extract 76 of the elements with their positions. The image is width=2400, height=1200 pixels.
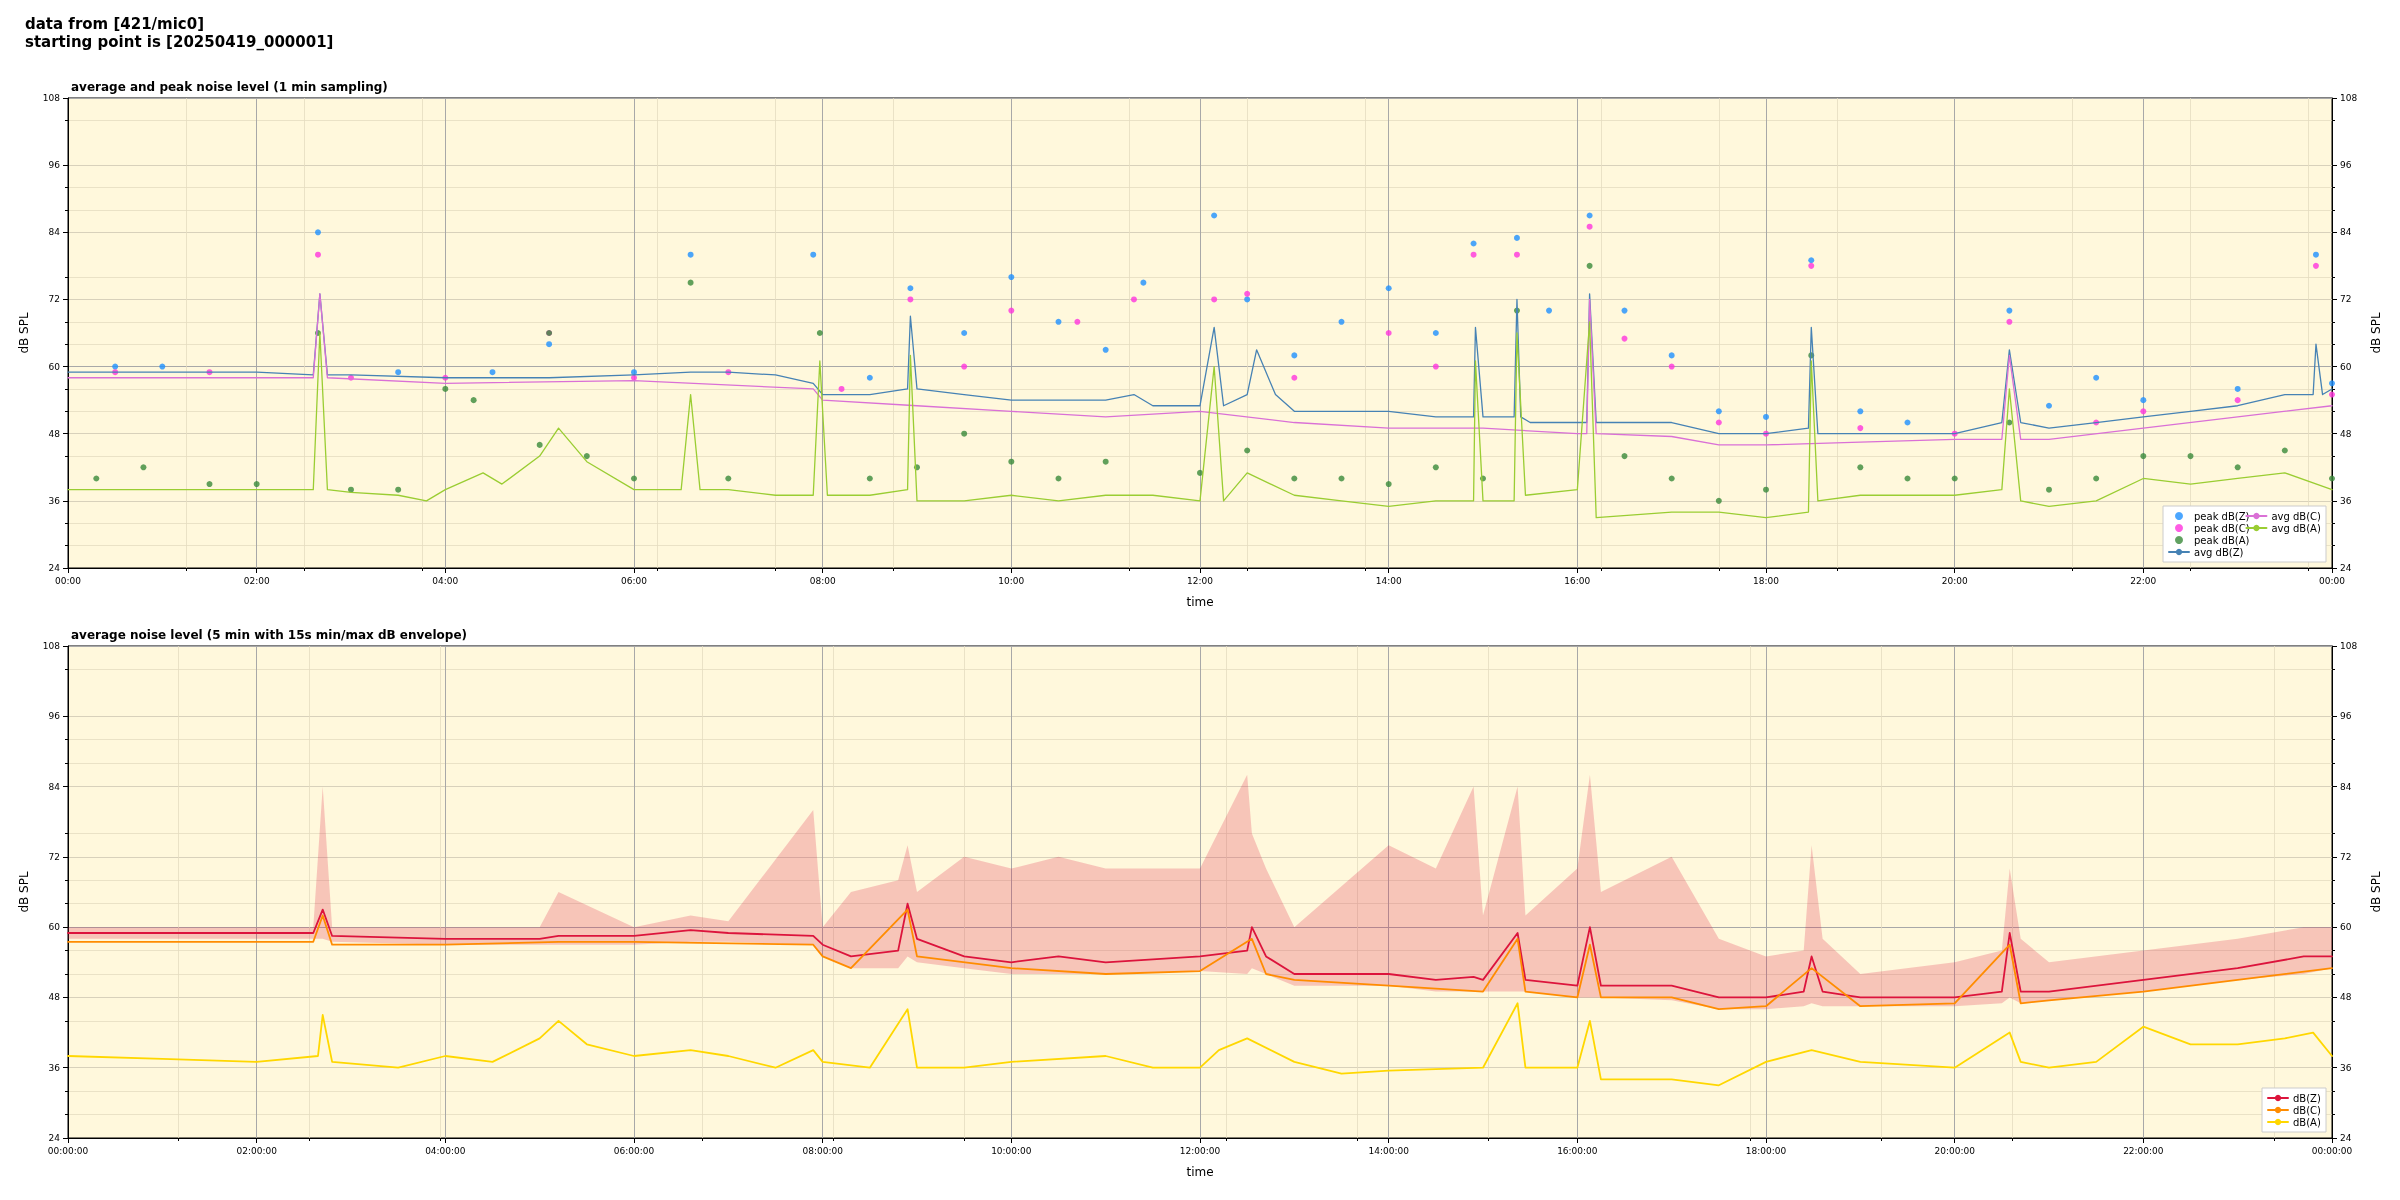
- x-tick-label: 18:00: [1753, 575, 1780, 586]
- y-tick-label: 48: [48, 992, 61, 1003]
- x-tick-label: 04:00: [432, 575, 459, 586]
- y2-tick-label: 72: [2340, 294, 2352, 305]
- legend-label: peak dB(Z): [2194, 510, 2250, 522]
- y2-tick-label: 48: [2340, 992, 2352, 1003]
- legend-label: avg dB(Z): [2194, 546, 2244, 558]
- y-tick-label: 72: [48, 294, 60, 305]
- legend-label: dB(A): [2293, 1116, 2321, 1128]
- x-tick-label: 20:00:00: [1934, 1145, 1976, 1156]
- x-axis-title: time: [1186, 595, 1214, 609]
- legend-label: peak dB(A): [2194, 534, 2250, 546]
- x-tick-label: 16:00:00: [1557, 1145, 1598, 1156]
- y2-tick-label: 96: [2340, 711, 2352, 722]
- y-tick-label: 72: [48, 851, 60, 862]
- legend-label: peak dB(C): [2194, 522, 2250, 534]
- x-tick-label: 02:00: [243, 575, 270, 586]
- x-tick-label: 00:00:00: [47, 1145, 89, 1156]
- x-tick-label: 02:00:00: [236, 1145, 278, 1156]
- x-tick-label: 14:00: [1375, 575, 1402, 586]
- x-tick-label: 10:00: [998, 575, 1025, 586]
- chart-title: data from [421/mic0] starting point is [20250419_000001]: [25, 15, 334, 51]
- y-tick-label: 24: [48, 563, 61, 573]
- x-tick-label: 22:00:00: [2123, 1145, 2164, 1156]
- y-axis-title: dB SPL: [17, 312, 31, 354]
- x-tick-label: 12:00: [1187, 575, 1214, 586]
- y2-tick-label: 84: [2340, 781, 2352, 792]
- y-tick-label: 96: [48, 711, 61, 722]
- x-tick-label: 00:00: [55, 575, 82, 586]
- y-tick-label: 108: [42, 93, 61, 103]
- y2-tick-label: 72: [2340, 851, 2352, 862]
- y2-tick-label: 24: [2340, 1133, 2352, 1143]
- x-tick-label: 06:00:00: [613, 1145, 655, 1156]
- x-tick-label: 22:00: [2130, 575, 2157, 586]
- legend-label: avg dB(C): [2271, 510, 2322, 522]
- x-tick-label: 06:00: [621, 575, 648, 586]
- y-tick-label: 48: [48, 428, 61, 439]
- y2-tick-label: 36: [2340, 495, 2352, 506]
- x-axis-title: time: [1186, 1165, 1214, 1179]
- chart-title: average noise level (5 min with 15s min/max dB envelope): [71, 628, 468, 642]
- x-tick-label: 14:00:00: [1368, 1145, 1410, 1156]
- legend-label: dB(Z): [2293, 1092, 2321, 1104]
- y-axis-title: dB SPL: [17, 871, 31, 913]
- x-tick-label: 12:00:00: [1179, 1145, 1221, 1156]
- y2-tick-label: 48: [2340, 428, 2352, 439]
- x-tick-label: 04:00:00: [425, 1145, 466, 1156]
- y2-tick-label: 24: [2340, 563, 2352, 573]
- x-tick-label: 10:00:00: [991, 1145, 1032, 1156]
- y2-tick-label: 108: [2340, 93, 2358, 103]
- x-tick-label: 08:00: [809, 575, 836, 586]
- y2-axis-title: dB SPL: [2369, 871, 2383, 913]
- y-tick-label: 84: [48, 227, 61, 238]
- y-tick-label: 84: [48, 781, 61, 792]
- x-tick-label: 18:00:00: [1745, 1145, 1787, 1156]
- x-tick-label: 00:00:00: [2311, 1145, 2353, 1156]
- x-tick-label: 08:00:00: [802, 1145, 844, 1156]
- x-tick-label: 20:00: [1941, 575, 1968, 586]
- legend-label: dB(C): [2293, 1104, 2322, 1116]
- x-tick-label: 00:00: [2319, 575, 2346, 586]
- y-tick-label: 36: [48, 1062, 61, 1073]
- y-tick-label: 96: [48, 160, 61, 171]
- y-tick-label: 108: [42, 641, 61, 651]
- y2-tick-label: 36: [2340, 1062, 2352, 1073]
- legend-label: avg dB(A): [2271, 522, 2321, 534]
- x-tick-label: 16:00: [1564, 575, 1591, 586]
- y-tick-label: 60: [48, 361, 61, 372]
- y2-tick-label: 60: [2340, 361, 2352, 372]
- chart-subtitle: average and peak noise level (1 min sampling): [71, 80, 388, 94]
- y2-tick-label: 96: [2340, 160, 2352, 171]
- y2-tick-label: 108: [2340, 641, 2358, 651]
- y-tick-label: 24: [48, 1133, 61, 1143]
- y-tick-label: 60: [48, 922, 61, 933]
- y2-tick-label: 60: [2340, 922, 2352, 933]
- y2-axis-title: dB SPL: [2369, 312, 2383, 354]
- y2-tick-label: 84: [2340, 227, 2352, 238]
- y-tick-label: 36: [48, 495, 61, 506]
